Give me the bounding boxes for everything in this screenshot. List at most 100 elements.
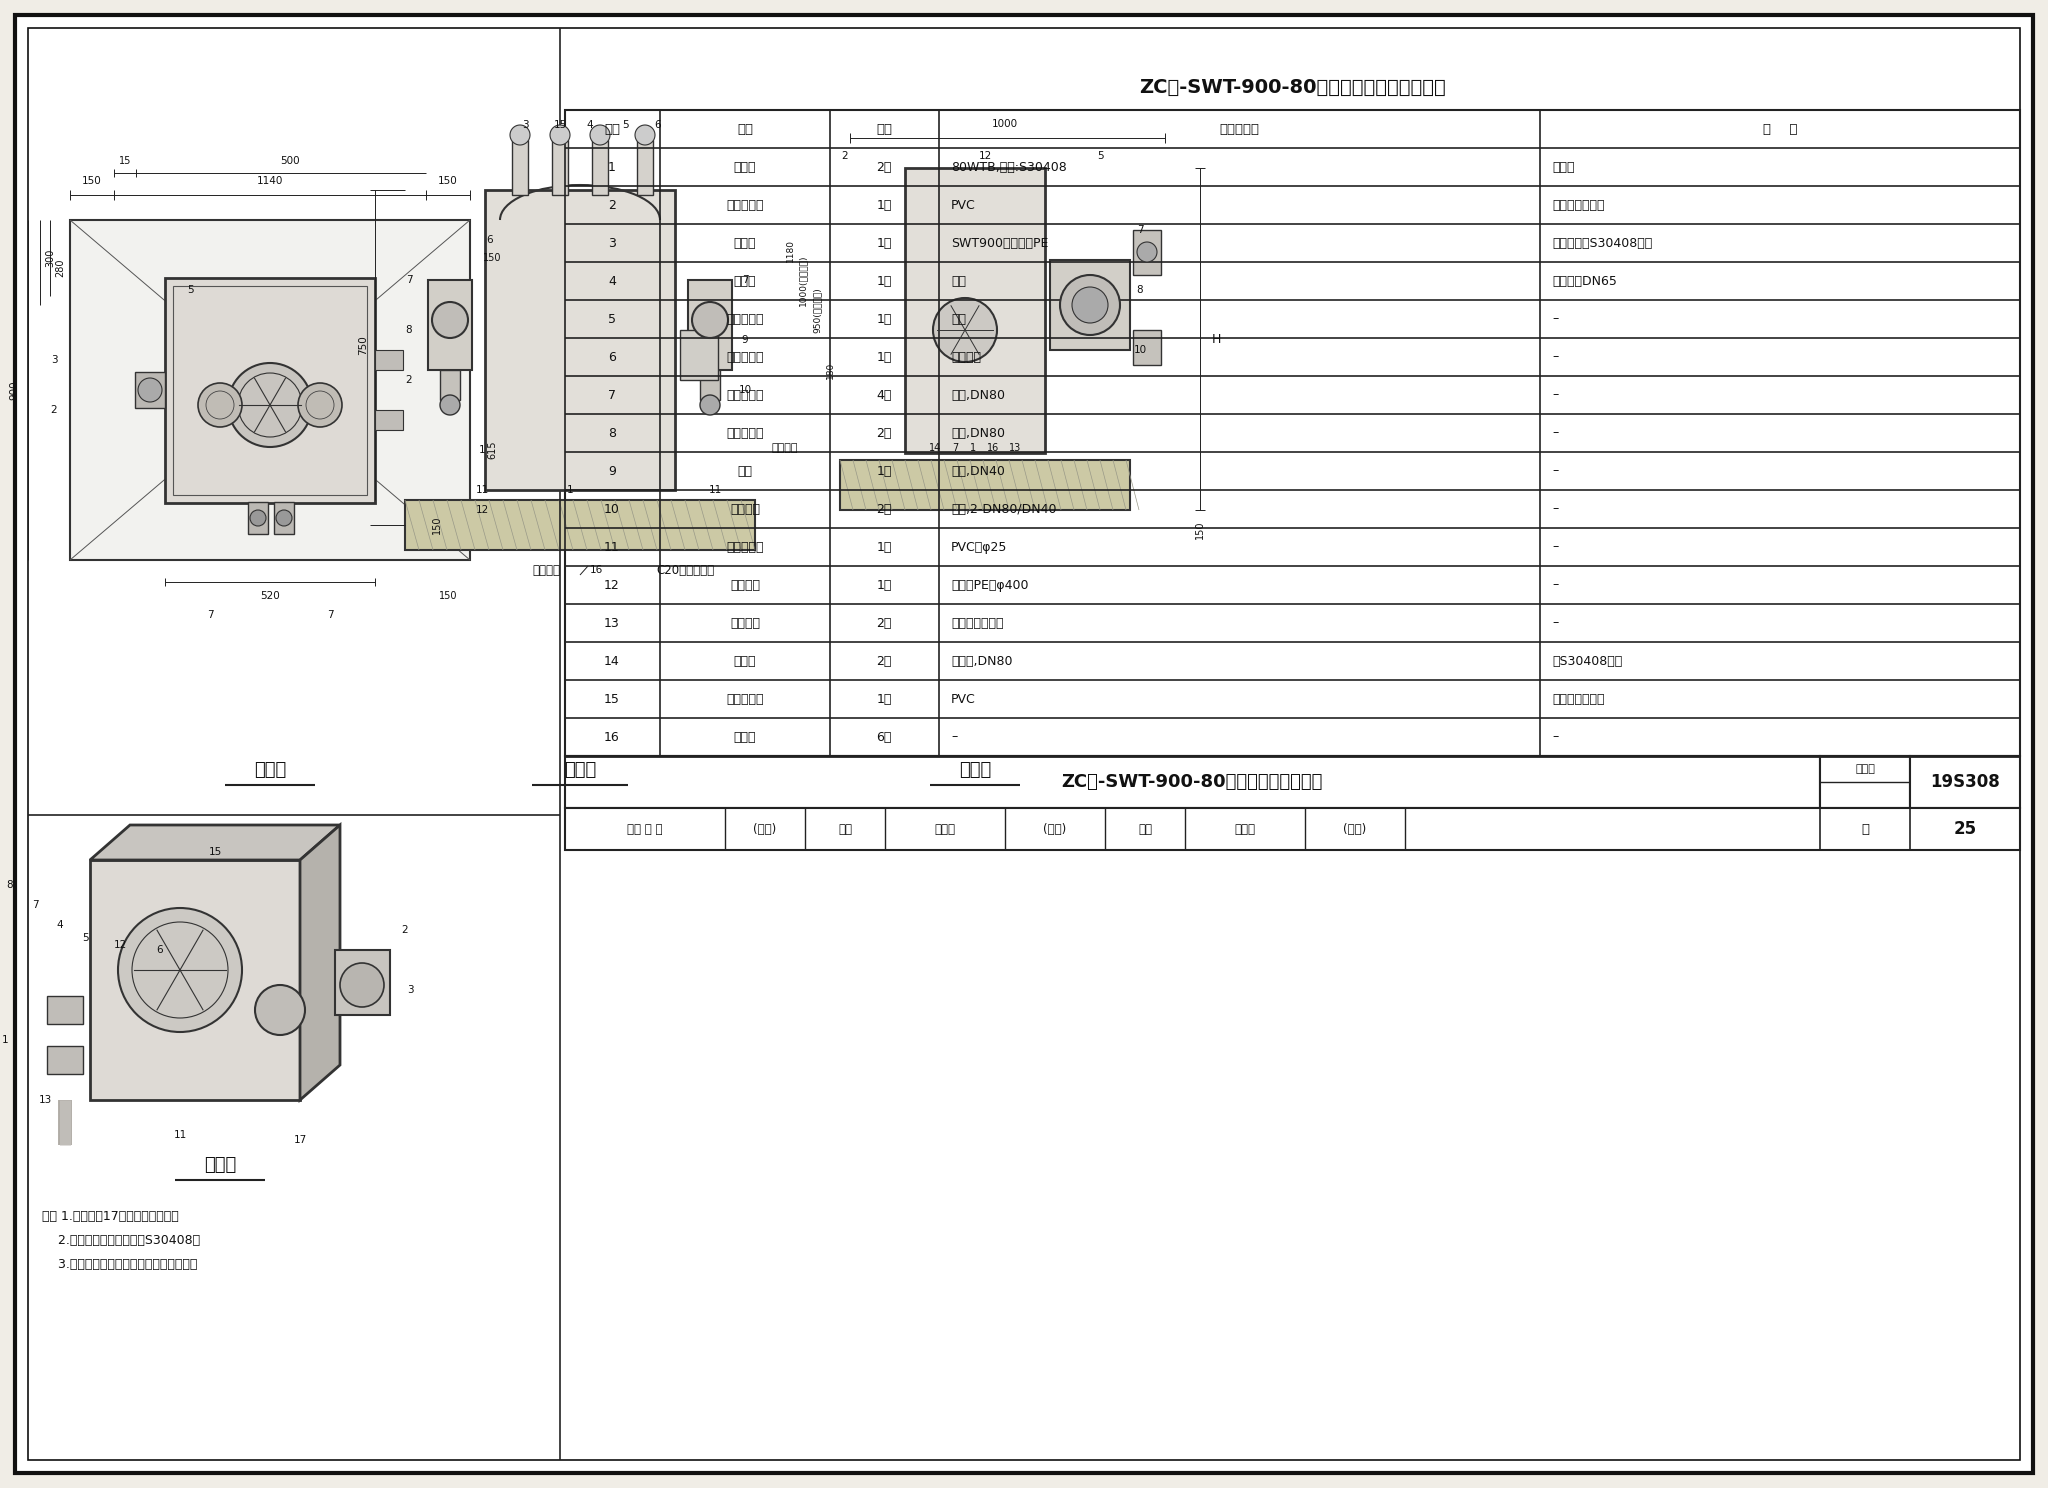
- Text: 名称: 名称: [737, 122, 754, 135]
- Text: 2: 2: [51, 405, 57, 415]
- Text: –: –: [950, 731, 956, 744]
- Polygon shape: [90, 824, 340, 860]
- Bar: [274, 501, 295, 534]
- Text: 15: 15: [553, 121, 567, 129]
- Text: 1个: 1个: [877, 464, 891, 478]
- Bar: [172, 286, 367, 496]
- Text: 排空管接口: 排空管接口: [727, 540, 764, 554]
- Text: 14: 14: [604, 655, 621, 668]
- Text: 1: 1: [2, 1036, 8, 1045]
- Circle shape: [199, 382, 242, 427]
- Text: 铸铁,DN80: 铸铁,DN80: [950, 388, 1006, 402]
- Text: 污水泵: 污水泵: [733, 161, 756, 174]
- Bar: [375, 411, 403, 430]
- Text: 10: 10: [739, 385, 752, 394]
- Text: 1000(启泵水位): 1000(启泵水位): [799, 254, 807, 305]
- Text: –: –: [1552, 427, 1559, 439]
- Text: 10: 10: [1133, 345, 1147, 356]
- Text: 3: 3: [522, 121, 528, 129]
- Text: 13: 13: [604, 616, 621, 629]
- Text: 3: 3: [608, 237, 616, 250]
- Text: 注： 1.轴测图中17为备选接口位置。: 注： 1.轴测图中17为备选接口位置。: [43, 1210, 178, 1223]
- Text: –: –: [1552, 388, 1559, 402]
- Text: 铸铁,2-DN80/DN40: 铸铁,2-DN80/DN40: [950, 503, 1057, 515]
- Circle shape: [276, 510, 293, 525]
- Bar: [428, 280, 471, 371]
- Text: 软密封闸阀: 软密封闸阀: [727, 388, 764, 402]
- Text: 备选接口: 备选接口: [772, 443, 799, 452]
- Text: 8: 8: [6, 879, 14, 890]
- Text: 16: 16: [987, 443, 999, 452]
- Bar: [1133, 231, 1161, 275]
- Text: 13: 13: [1010, 443, 1022, 452]
- Text: 立面图: 立面图: [563, 760, 596, 780]
- Circle shape: [551, 125, 569, 144]
- Text: 80WTB,叶轮:S30408: 80WTB,叶轮:S30408: [950, 161, 1067, 174]
- Text: 7: 7: [31, 900, 39, 911]
- Text: 滑道底座: 滑道底座: [729, 616, 760, 629]
- Text: 进水管接口: 进水管接口: [727, 198, 764, 211]
- Text: 7: 7: [1137, 225, 1143, 235]
- Text: 16: 16: [590, 565, 604, 574]
- Text: –: –: [1552, 351, 1559, 363]
- Text: 150: 150: [438, 176, 459, 186]
- Text: 1个: 1个: [877, 274, 891, 287]
- Text: 12: 12: [113, 940, 127, 949]
- Text: 150: 150: [438, 591, 457, 601]
- Text: 连接管: 连接管: [733, 655, 756, 668]
- Text: 12: 12: [475, 504, 489, 515]
- Text: 11: 11: [709, 485, 721, 496]
- Text: 左視图: 左視图: [958, 760, 991, 780]
- Text: 1套: 1套: [877, 237, 891, 250]
- Bar: [406, 500, 756, 551]
- Text: 轴测图: 轴测图: [205, 1156, 236, 1174]
- Bar: [135, 372, 166, 408]
- Text: 2台: 2台: [877, 161, 891, 174]
- Text: 图集号: 图集号: [1855, 763, 1874, 774]
- Text: 铸铁: 铸铁: [950, 312, 967, 326]
- Text: 4: 4: [57, 920, 63, 930]
- Text: 12: 12: [604, 579, 621, 592]
- Bar: [565, 110, 2019, 756]
- Text: 6个: 6个: [877, 731, 891, 744]
- Bar: [1821, 756, 1911, 808]
- Text: 备    注: 备 注: [1763, 122, 1798, 135]
- Text: 出水管接口: 出水管接口: [727, 312, 764, 326]
- Text: 150: 150: [1194, 521, 1204, 539]
- Bar: [485, 190, 676, 490]
- Text: 19S308: 19S308: [1929, 772, 2001, 792]
- Text: C20混凝土基础: C20混凝土基础: [655, 564, 715, 576]
- Text: –: –: [1552, 731, 1559, 744]
- Text: 615: 615: [487, 440, 498, 460]
- Text: 6: 6: [608, 351, 616, 363]
- Text: 1个: 1个: [877, 312, 891, 326]
- Text: (签名): (签名): [1042, 823, 1067, 835]
- Circle shape: [692, 302, 727, 338]
- Text: 非接触式: 非接触式: [950, 351, 981, 363]
- Circle shape: [227, 363, 311, 446]
- Text: 平面图: 平面图: [254, 760, 287, 780]
- Text: 可选配内置S30408网箐: 可选配内置S30408网箐: [1552, 237, 1653, 250]
- Bar: [375, 350, 403, 371]
- Text: 7: 7: [207, 610, 213, 620]
- Circle shape: [440, 394, 461, 415]
- Text: 2.配套螺栋等标准件均为S30408。: 2.配套螺栋等标准件均为S30408。: [43, 1234, 201, 1247]
- Text: 11: 11: [475, 485, 489, 496]
- Text: 500: 500: [281, 156, 299, 167]
- Text: 750: 750: [358, 335, 369, 354]
- Bar: [592, 140, 608, 195]
- Text: 3: 3: [51, 356, 57, 365]
- Text: PVC，φ25: PVC，φ25: [950, 540, 1008, 554]
- Text: 配S30408卡筜: 配S30408卡筜: [1552, 655, 1622, 668]
- Text: 7: 7: [328, 610, 334, 620]
- Text: 150: 150: [432, 516, 442, 534]
- Text: 1: 1: [971, 443, 977, 452]
- Text: 4: 4: [586, 121, 594, 129]
- Bar: [905, 168, 1044, 452]
- Text: 球形止回阀: 球形止回阀: [727, 427, 764, 439]
- Text: 闸阀: 闸阀: [737, 464, 752, 478]
- Text: 5: 5: [623, 121, 629, 129]
- Text: 7: 7: [952, 443, 958, 452]
- Text: 8: 8: [406, 324, 412, 335]
- Text: 2: 2: [842, 150, 848, 161]
